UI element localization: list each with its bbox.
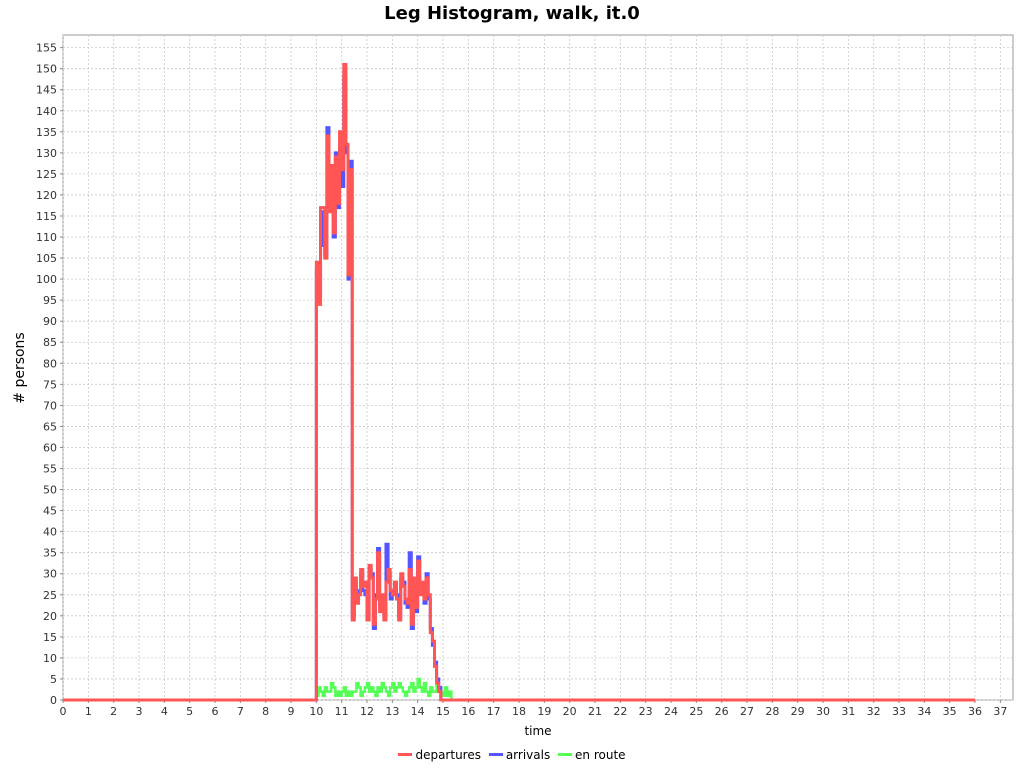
- y-tick-label: 0: [50, 694, 57, 707]
- x-tick-label: 12: [360, 705, 374, 718]
- x-tick-label: 28: [765, 705, 779, 718]
- x-tick-label: 9: [288, 705, 295, 718]
- y-tick-label: 5: [50, 673, 57, 686]
- y-tick-label: 25: [43, 589, 57, 602]
- y-tick-label: 85: [43, 336, 57, 349]
- x-tick-label: 27: [740, 705, 754, 718]
- x-tick-label: 16: [461, 705, 475, 718]
- x-tick-label: 3: [136, 705, 143, 718]
- plot-frame: [62, 34, 1014, 701]
- y-axis-label: # persons: [12, 332, 28, 403]
- x-tick-label: 23: [639, 705, 653, 718]
- chart-title: Leg Histogram, walk, it.0: [384, 3, 640, 24]
- series-en-route-line: [63, 677, 975, 702]
- legend-swatch-en-route: [558, 753, 573, 756]
- x-tick-label: 25: [689, 705, 703, 718]
- y-tick-label: 145: [36, 84, 57, 97]
- x-tick-label: 29: [791, 705, 805, 718]
- y-tick-label: 135: [36, 126, 57, 139]
- y-tick-label: 150: [36, 63, 57, 76]
- y-tick-label: 10: [43, 652, 57, 665]
- y-tick-label: 155: [36, 42, 57, 55]
- legend-label-en-route: en route: [575, 748, 626, 762]
- x-tick-label: 20: [563, 705, 577, 718]
- axis-layer: 0 1 2 3 4 5 6 7 8 9 10 11 12 13 14 15 16 17 18 19 20 21 22 23 24…: [36, 42, 1007, 718]
- y-tick-label: 65: [43, 420, 57, 433]
- y-tick-label: 115: [36, 210, 57, 223]
- x-tick-label: 2: [110, 705, 117, 718]
- series-departures-line: [63, 62, 975, 702]
- y-tick-label: 140: [36, 105, 57, 118]
- x-tick-label: 24: [664, 705, 678, 718]
- y-tick-label: 130: [36, 147, 57, 160]
- y-tick-label: 50: [43, 484, 57, 497]
- grid-layer: [62, 34, 1014, 701]
- y-tick-label: 95: [43, 294, 57, 307]
- x-tick-label: 26: [715, 705, 729, 718]
- x-tick-label: 33: [892, 705, 906, 718]
- x-tick-label: 5: [186, 705, 193, 718]
- x-tick-label: 10: [309, 705, 323, 718]
- x-tick-label: 22: [613, 705, 627, 718]
- x-tick-label: 19: [537, 705, 551, 718]
- x-tick-label: 6: [212, 705, 219, 718]
- x-tick-label: 8: [262, 705, 269, 718]
- legend-swatch-arrivals: [488, 753, 503, 756]
- x-tick-label: 13: [385, 705, 399, 718]
- x-tick-label: 21: [588, 705, 602, 718]
- x-tick-label: 15: [436, 705, 450, 718]
- x-tick-label: 14: [411, 705, 425, 718]
- y-tick-label: 120: [36, 189, 57, 202]
- x-tick-label: 0: [60, 705, 67, 718]
- y-tick-label: 15: [43, 631, 57, 644]
- y-tick-label: 105: [36, 252, 57, 265]
- y-tick-label: 60: [43, 441, 57, 454]
- x-tick-label: 11: [335, 705, 349, 718]
- y-tick-label: 90: [43, 315, 57, 328]
- x-tick-label: 31: [841, 705, 855, 718]
- x-tick-label: 32: [867, 705, 881, 718]
- legend-item-departures: departures: [398, 748, 481, 762]
- y-tick-label: 35: [43, 547, 57, 560]
- y-tick-label: 45: [43, 505, 57, 518]
- x-tick-label: 4: [161, 705, 168, 718]
- y-tick-label: 40: [43, 526, 57, 539]
- legend-item-en-route: en route: [558, 748, 626, 762]
- x-tick-label: 7: [237, 705, 244, 718]
- legend: departures arrivals en route: [0, 748, 1024, 762]
- y-tick-label: 110: [36, 231, 57, 244]
- legend-swatch-departures: [398, 753, 413, 756]
- x-tick-label: 30: [816, 705, 830, 718]
- y-tick-label: 125: [36, 168, 57, 181]
- y-tick-label: 55: [43, 463, 57, 476]
- y-tick-label: 20: [43, 610, 57, 623]
- x-tick-label: 1: [85, 705, 92, 718]
- x-tick-label: 37: [993, 705, 1007, 718]
- x-tick-label: 17: [487, 705, 501, 718]
- y-tick-label: 75: [43, 378, 57, 391]
- legend-label-departures: departures: [415, 748, 481, 762]
- y-tick-label: 80: [43, 357, 57, 370]
- legend-label-arrivals: arrivals: [505, 748, 551, 762]
- y-tick-label: 30: [43, 568, 57, 581]
- x-axis-label: time: [524, 724, 551, 738]
- legend-item-arrivals: arrivals: [488, 748, 551, 762]
- y-tick-label: 100: [36, 273, 57, 286]
- x-tick-label: 35: [943, 705, 957, 718]
- x-tick-label: 18: [512, 705, 526, 718]
- y-tick-label: 70: [43, 399, 57, 412]
- x-tick-label: 36: [968, 705, 982, 718]
- series-layer: [63, 62, 975, 702]
- x-tick-label: 34: [917, 705, 931, 718]
